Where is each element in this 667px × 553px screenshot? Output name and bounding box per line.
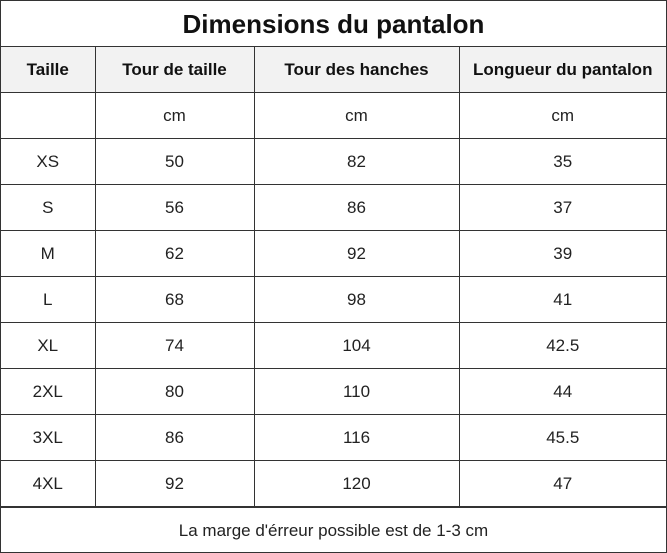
hips-cell: 110 [253,368,460,415]
table-row: 3XL 86 116 45.5 [1,414,666,461]
unit-hips: cm [253,92,460,139]
waist-cell: 86 [94,414,255,461]
length-cell: 37 [458,184,666,231]
size-cell: S [1,184,96,231]
table-row: S 56 86 37 [1,184,666,231]
waist-cell: 92 [94,460,255,507]
table-row: L 68 98 41 [1,276,666,323]
hips-cell: 120 [253,460,460,507]
waist-cell: 68 [94,276,255,323]
waist-cell: 74 [94,322,255,369]
size-cell: 3XL [1,414,96,461]
unit-waist: cm [94,92,255,139]
length-cell: 41 [458,276,666,323]
table-row: XL 74 104 42.5 [1,322,666,369]
length-cell: 44 [458,368,666,415]
header-waist: Tour de taille [94,47,255,93]
waist-cell: 62 [94,230,255,277]
length-cell: 42.5 [458,322,666,369]
size-table: Taille Tour de taille Tour des hanches L… [1,47,666,507]
table-row: M 62 92 39 [1,230,666,277]
hips-cell: 92 [253,230,460,277]
header-hips: Tour des hanches [253,47,460,93]
length-cell: 47 [458,460,666,507]
hips-cell: 82 [253,138,460,185]
hips-cell: 116 [253,414,460,461]
waist-cell: 56 [94,184,255,231]
waist-cell: 50 [94,138,255,185]
table-row: 2XL 80 110 44 [1,368,666,415]
size-cell: L [1,276,96,323]
waist-cell: 80 [94,368,255,415]
chart-title: Dimensions du pantalon [1,1,666,47]
hips-cell: 104 [253,322,460,369]
size-cell: 2XL [1,368,96,415]
tolerance-note: La marge d'érreur possible est de 1-3 cm [1,507,666,552]
size-cell: 4XL [1,460,96,507]
size-cell: XL [1,322,96,369]
header-length: Longueur du pantalon [458,47,666,93]
unit-length: cm [458,92,666,139]
hips-cell: 86 [253,184,460,231]
size-cell: M [1,230,96,277]
hips-cell: 98 [253,276,460,323]
length-cell: 39 [458,230,666,277]
header-row: Taille Tour de taille Tour des hanches L… [1,47,666,93]
unit-size [1,92,96,139]
length-cell: 45.5 [458,414,666,461]
size-cell: XS [1,138,96,185]
header-size: Taille [1,47,96,93]
table-row: XS 50 82 35 [1,138,666,185]
units-row: cm cm cm [1,92,666,139]
table-row: 4XL 92 120 47 [1,460,666,507]
length-cell: 35 [458,138,666,185]
